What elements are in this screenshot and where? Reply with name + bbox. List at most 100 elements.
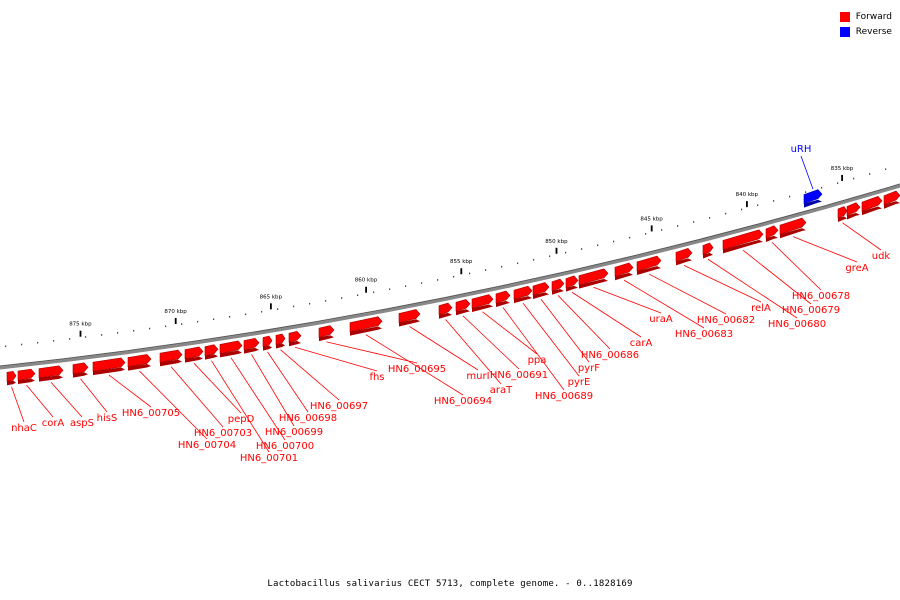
gene-label: corA <box>42 418 65 429</box>
gene-block-unlabeled-1-shade <box>862 206 882 216</box>
minor-tick <box>229 316 231 318</box>
gene-hisS <box>72 362 89 378</box>
minor-tick <box>437 279 439 281</box>
tick-label: 845 kbp <box>640 216 663 222</box>
gene-ppa <box>471 294 494 312</box>
leader-HN6_00700 <box>230 357 286 441</box>
gene-relA-shade <box>676 258 692 266</box>
gene-features <box>6 189 900 386</box>
gene-HN6_00678-shade <box>766 235 778 242</box>
leader-corA <box>26 384 54 418</box>
gene-HN6_00683-shade <box>615 272 633 281</box>
gene-HN6_00679-shade <box>723 239 763 254</box>
minor-tick <box>581 248 583 250</box>
gene-hisS-shade <box>73 372 88 378</box>
minor-tick <box>597 244 599 247</box>
gene-label: HN6_00691 <box>490 370 548 381</box>
gene-HN6_00679 <box>722 229 764 254</box>
minor-tick <box>293 305 295 308</box>
gene-HN6_00678 <box>765 225 779 242</box>
gene-aspS-shade <box>39 375 63 382</box>
gene-aspS <box>38 365 64 382</box>
gene-HN6_00689 <box>495 290 511 307</box>
legend-forward-label: Forward <box>855 11 892 22</box>
minor-tick <box>309 302 311 305</box>
legend-reverse: Reverse <box>839 24 892 39</box>
gene-block-unlabeled-0 <box>846 202 861 220</box>
gene-murI-shade <box>399 319 420 327</box>
gene-corA <box>17 368 36 385</box>
gene-HN6_00698-shade <box>263 345 272 351</box>
gene-greA-face <box>779 217 807 235</box>
minor-tick <box>485 269 487 271</box>
gene-HN6_00686 <box>551 278 565 295</box>
gene-uRH <box>803 189 823 208</box>
gene-HN6_00698-face <box>262 335 273 347</box>
gene-uRH-shade <box>804 199 822 208</box>
minor-tick <box>725 212 727 215</box>
gene-HN6_00703-face <box>159 349 183 363</box>
gene-label: HN6_00701 <box>240 453 298 464</box>
gene-label: HN6_00686 <box>581 350 639 361</box>
gene-HN6_00691-shade <box>456 309 470 316</box>
leader-relA <box>683 265 762 303</box>
gene-label: araT <box>490 385 513 396</box>
tick-label: 865 kbp <box>260 294 283 300</box>
gene-label: pepD <box>228 414 255 425</box>
leader-araT <box>445 319 502 385</box>
gene-HN6_00694 <box>349 316 383 336</box>
gene-HN6_00678-face <box>765 225 779 239</box>
major-tick <box>365 286 367 293</box>
minor-tick <box>757 204 759 207</box>
gene-label: HN6_00705 <box>122 408 180 419</box>
gene-HN6_00700-shade <box>220 350 242 358</box>
gene-pyrF <box>532 282 550 299</box>
gene-HN6_00701-shade <box>205 354 218 360</box>
minor-tick <box>869 173 871 175</box>
gene-pyrF-shade <box>533 292 549 299</box>
minor-tick <box>5 345 7 348</box>
gene-HN6_00699-face <box>243 337 260 351</box>
gene-HN6_00686-shade <box>552 288 564 295</box>
gene-labels: nhaC corA aspS hisS HN6_00705HN6_00704HN6_00… <box>11 144 890 464</box>
map-caption: Lactobacillus salivarius CECT 5713, comp… <box>267 579 633 589</box>
leader-HN6_00682 <box>648 273 727 315</box>
minor-tick <box>837 182 839 184</box>
gene-aspS-face <box>38 365 64 379</box>
gene-HN6_00703 <box>159 349 183 367</box>
gene-uraA-face <box>578 268 609 286</box>
minor-tick <box>37 341 39 344</box>
gene-label: uraA <box>649 314 673 325</box>
gene-label: HN6_00680 <box>768 319 826 330</box>
minor-tick <box>517 262 519 265</box>
gene-block-unlabeled-1-face <box>861 195 883 212</box>
minor-tick <box>165 325 167 328</box>
gene-corA-shade <box>18 378 35 385</box>
gene-HN6_00691 <box>455 299 471 316</box>
leader-aspS <box>50 382 83 418</box>
minor-tick <box>773 200 775 202</box>
leader-carA <box>571 291 642 338</box>
minor-tick <box>405 285 407 287</box>
gene-HN6_00686-face <box>551 278 565 292</box>
gene-HN6_00704 <box>127 354 152 371</box>
gene-HN6_00695-face <box>318 325 335 338</box>
minor-tick <box>453 275 455 278</box>
gene-HN6_00704-face <box>127 354 152 367</box>
minor-tick <box>709 217 711 219</box>
gene-block-unlabeled-1 <box>861 195 883 216</box>
gene-label: HN6_00678 <box>792 291 850 302</box>
leader-nhaC <box>11 386 25 423</box>
gene-HN6_00698 <box>262 335 273 351</box>
gene-carA <box>565 275 579 292</box>
gene-HN6_00682 <box>636 255 662 275</box>
minor-tick <box>245 313 247 316</box>
gene-label: HN6_00679 <box>782 305 840 316</box>
gene-label: HN6_00697 <box>310 401 368 412</box>
minor-tick <box>21 343 23 346</box>
minor-tick <box>69 338 71 340</box>
legend-reverse-label: Reverse <box>855 26 892 37</box>
leader-uRH <box>800 155 814 190</box>
minor-tick <box>677 225 679 227</box>
